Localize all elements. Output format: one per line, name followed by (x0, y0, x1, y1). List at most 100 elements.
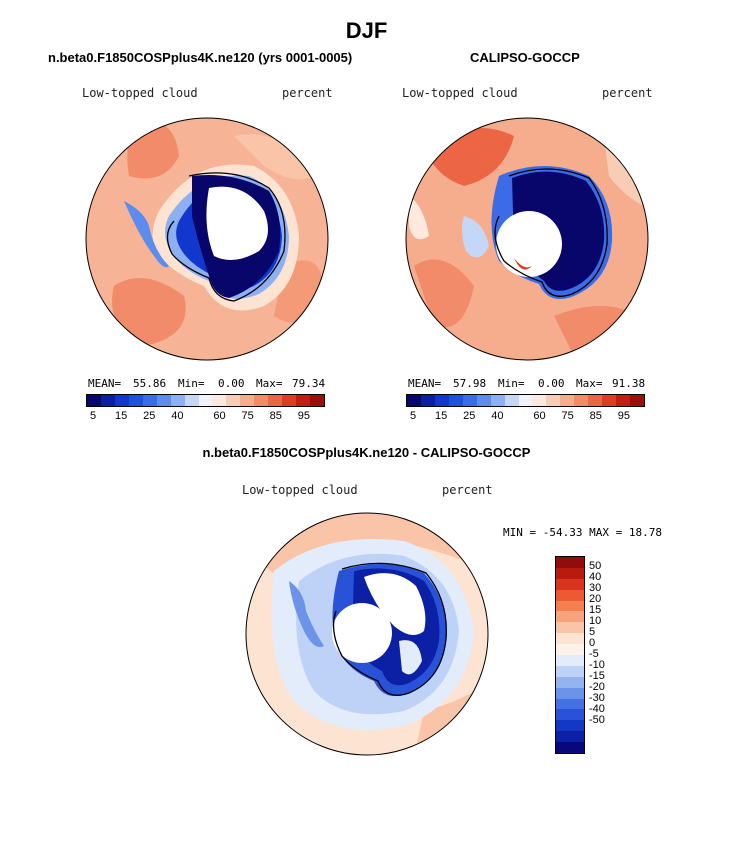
colorbar-swatch (602, 395, 617, 406)
colorbar-tick-label: 25 (463, 410, 476, 422)
colorbar-tick-label: 85 (589, 410, 602, 422)
colorbar-tick-label: 75 (241, 410, 254, 422)
colorbar-swatch (420, 395, 435, 406)
obs-mean-label: MEAN= (408, 377, 442, 390)
colorbar-swatch (100, 395, 115, 406)
colorbar-tick-label: 40 (589, 571, 602, 583)
model-max-value: 79.34 (292, 377, 326, 390)
colorbar-swatch (556, 698, 584, 710)
colorbar-tick-label: -20 (589, 681, 605, 693)
diff-panel-title: n.beta0.F1850COSPplus4K.ne120 - CALIPSO-… (202, 445, 531, 460)
colorbar-swatch (254, 395, 269, 406)
colorbar-swatch (630, 395, 644, 406)
colorbar-swatch (556, 557, 584, 568)
colorbar-tick-label: 50 (589, 560, 602, 572)
model-mean-value: 55.86 (133, 377, 167, 390)
model-panel-title: n.beta0.F1850COSPplus4K.ne120 (yrs 0001-… (48, 50, 353, 65)
diff-colorbar (555, 556, 585, 754)
colorbar-swatch (546, 395, 561, 406)
model-colorbar (86, 394, 325, 407)
colorbar-tick-label: 40 (171, 410, 184, 422)
colorbar-swatch (198, 395, 213, 406)
diff-polar-map (245, 512, 489, 756)
colorbar-swatch (556, 567, 584, 579)
colorbar-tick-label: 95 (297, 410, 311, 422)
colorbar-tick-label: 15 (435, 410, 448, 422)
colorbar-tick-label: 5 (589, 626, 596, 638)
obs-polar-map (405, 117, 649, 361)
colorbar-swatch (504, 395, 519, 406)
colorbar-swatch (226, 395, 241, 406)
colorbar-swatch (212, 395, 227, 406)
colorbar-swatch (556, 622, 584, 634)
colorbar-tick-label: -15 (589, 670, 605, 682)
colorbar-swatch (184, 395, 199, 406)
colorbar-tick-label: -50 (589, 714, 605, 726)
colorbar-swatch (556, 676, 584, 688)
obs-colorbar (406, 394, 645, 407)
colorbar-tick-label: 25 (143, 410, 156, 422)
colorbar-tick-label: 75 (561, 410, 574, 422)
colorbar-swatch (87, 395, 101, 406)
colorbar-tick-label: 5 (409, 410, 417, 422)
colorbar-swatch (560, 395, 575, 406)
colorbar-swatch (268, 395, 283, 406)
colorbar-swatch (448, 395, 463, 406)
colorbar-swatch (556, 644, 584, 656)
colorbar-swatch (518, 395, 533, 406)
colorbar-swatch (556, 709, 584, 721)
colorbar-tick-label: 10 (589, 615, 602, 627)
obs-min-label: Min= (498, 377, 525, 390)
figure-title: DJF (345, 18, 388, 43)
colorbar-swatch (574, 395, 589, 406)
colorbar-swatch (556, 665, 584, 677)
colorbar-swatch (310, 395, 324, 406)
model-min-value: 0.00 (218, 377, 245, 390)
model-min-label: Min= (178, 377, 205, 390)
colorbar-tick-label: 20 (589, 593, 602, 605)
colorbar-swatch (462, 395, 477, 406)
colorbar-swatch (556, 600, 584, 612)
colorbar-tick-label: -30 (589, 692, 605, 704)
colorbar-tick-label: -10 (589, 659, 605, 671)
colorbar-tick-label: 15 (589, 604, 602, 616)
model-max-label: Max= (256, 377, 283, 390)
model-units-label: percent (282, 86, 333, 100)
colorbar-swatch (240, 395, 255, 406)
colorbar-tick-label: 85 (269, 410, 282, 422)
colorbar-tick-label: 40 (491, 410, 504, 422)
colorbar-tick-label: -40 (589, 703, 605, 715)
colorbar-swatch (170, 395, 185, 406)
colorbar-swatch (556, 655, 584, 666)
colorbar-swatch (532, 395, 547, 406)
colorbar-tick-label: 30 (589, 582, 602, 594)
colorbar-swatch (588, 395, 603, 406)
diff-minmax-text: MIN = -54.33 MAX = 18.78 (503, 526, 662, 539)
obs-min-value: 0.00 (538, 377, 565, 390)
colorbar-swatch (616, 395, 630, 406)
obs-mean-value: 57.98 (453, 377, 487, 390)
colorbar-tick-label: 60 (533, 410, 546, 422)
colorbar-swatch (434, 395, 449, 406)
colorbar-swatch (156, 395, 171, 406)
colorbar-swatch (556, 731, 584, 743)
obs-max-value: 91.38 (612, 377, 646, 390)
colorbar-swatch (114, 395, 129, 406)
colorbar-swatch (407, 395, 421, 406)
colorbar-swatch (556, 589, 584, 601)
colorbar-swatch (282, 395, 297, 406)
colorbar-swatch (556, 687, 584, 699)
colorbar-swatch (296, 395, 310, 406)
obs-max-label: Max= (576, 377, 603, 390)
model-variable-label: Low-topped cloud (82, 86, 198, 100)
model-polar-map (85, 117, 329, 361)
colorbar-swatch (476, 395, 491, 406)
diff-variable-label: Low-topped cloud (242, 483, 358, 497)
colorbar-swatch (556, 633, 584, 645)
colorbar-tick-label: 5 (89, 410, 97, 422)
colorbar-tick-label: 15 (115, 410, 128, 422)
diff-units-label: percent (442, 483, 493, 497)
colorbar-tick-label: -5 (589, 648, 599, 660)
colorbar-swatch (128, 395, 143, 406)
colorbar-tick-label: 95 (617, 410, 631, 422)
